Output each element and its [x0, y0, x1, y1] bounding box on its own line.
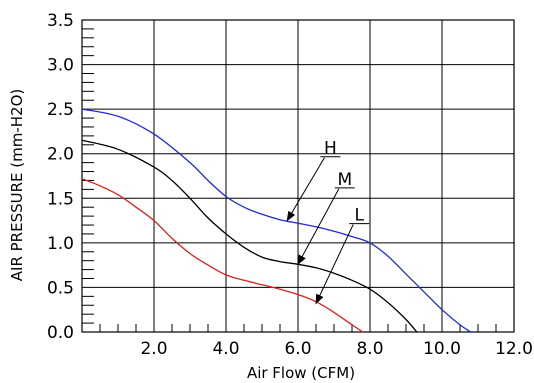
y-tick-label: 1.5: [47, 189, 74, 209]
y-tick-label: 3.0: [47, 56, 74, 76]
y-tick-label: 3.5: [47, 11, 74, 31]
x-tick-label: 6.0: [284, 339, 311, 359]
y-tick-label: 1.0: [47, 234, 74, 254]
series-line-h: [81, 108, 472, 333]
leader-arrow-h: [286, 157, 325, 222]
x-tick-label: 4.0: [212, 339, 239, 359]
x-tick-label: 10.0: [423, 339, 461, 359]
series-line-m: [81, 139, 418, 333]
grid: [81, 19, 515, 333]
tick-labels: 2.0 4.0 6.0 8.0 10.0 12.0 0.0 0.5 1.0 1.5 2.0 2.5 3.…: [47, 11, 533, 359]
leader-arrow-l: [315, 224, 354, 305]
y-tick-label: 2.0: [47, 145, 74, 165]
x-tick-label: 8.0: [356, 339, 383, 359]
y-tick-label: 2.5: [47, 100, 74, 120]
y-axis-title: AIR PRESSURE (mm-H2O): [8, 89, 26, 281]
x-tick-label: 12.0: [495, 339, 533, 359]
x-tick-label: 2.0: [140, 339, 167, 359]
y-tick-label: 0.0: [47, 323, 74, 343]
minor-ticks: [82, 28, 497, 332]
series-group: [81, 108, 472, 333]
y-tick-label: 0.5: [47, 278, 74, 298]
leader-arrow-m: [297, 188, 340, 266]
series-line-l: [81, 178, 364, 333]
curve-label-l: L: [354, 206, 364, 226]
curve-label-h: H: [324, 139, 337, 159]
x-axis-title: Air Flow (CFM): [247, 364, 355, 382]
annotations: HML: [286, 139, 370, 305]
curve-label-m: M: [337, 170, 352, 190]
